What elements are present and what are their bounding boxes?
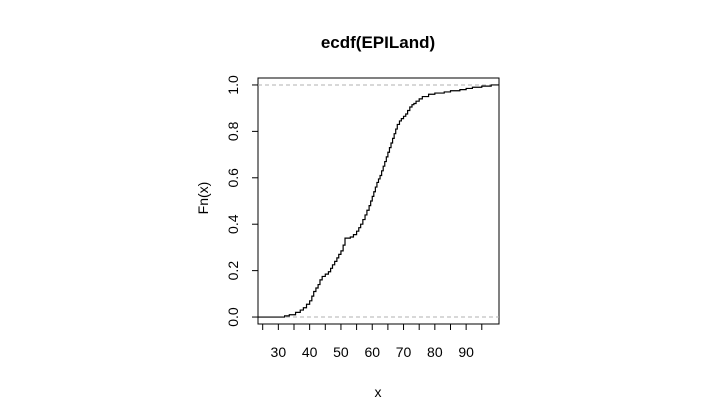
plot-frame — [257, 77, 500, 325]
chart-title: ecdf(EPILand) — [321, 33, 435, 52]
y-tick-label: 0.2 — [225, 261, 241, 281]
y-tick-label: 0.0 — [225, 307, 241, 327]
y-tick-label: 0.8 — [225, 121, 241, 141]
x-axis-label: x — [375, 384, 382, 400]
y-axis-label: Fn(x) — [195, 182, 211, 215]
x-tick-label: 60 — [364, 344, 380, 360]
ecdf-step-line — [258, 84, 499, 318]
y-tick-label: 1.0 — [225, 75, 241, 95]
x-tick-label: 30 — [271, 344, 287, 360]
x-tick-label: 50 — [333, 344, 349, 360]
x-tick-label: 80 — [427, 344, 443, 360]
x-tick-label: 90 — [458, 344, 474, 360]
y-tick-label: 0.4 — [225, 214, 241, 234]
x-tick-label: 70 — [396, 344, 412, 360]
plot-area: 30 40 50 60 70 80 90 0.0 0.2 0.4 0.6 0.8 1.0 — [225, 75, 500, 360]
x-tick-label: 40 — [302, 344, 318, 360]
y-tick-label: 0.6 — [225, 168, 241, 188]
